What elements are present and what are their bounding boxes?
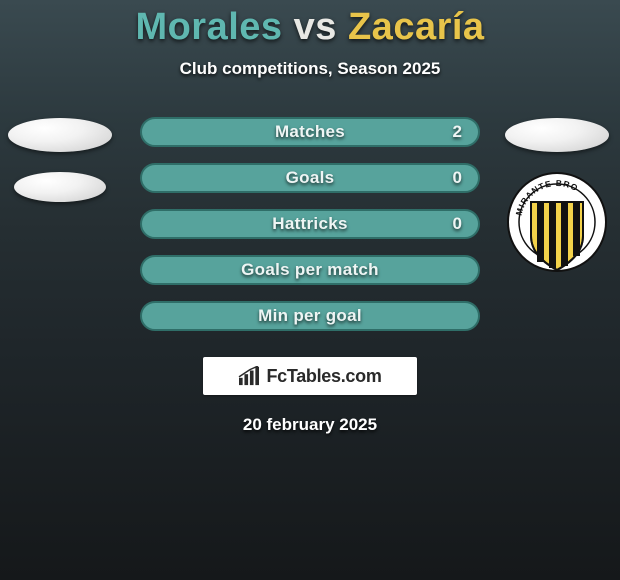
stat-label: Goals bbox=[286, 168, 335, 188]
stat-row-goals-per-match: Goals per match bbox=[140, 255, 480, 285]
subtitle: Club competitions, Season 2025 bbox=[180, 59, 441, 79]
comparison-card: MIRANTE BRO Morales vs Zacaría Club comp… bbox=[0, 0, 620, 580]
player2-name: Zacaría bbox=[348, 6, 485, 48]
date-text: 20 february 2025 bbox=[243, 415, 377, 435]
stat-label: Min per goal bbox=[258, 306, 362, 326]
stat-row-matches: Matches 2 bbox=[140, 117, 480, 147]
stat-label: Hattricks bbox=[272, 214, 347, 234]
vs-text: vs bbox=[294, 6, 337, 48]
fctables-logo: FcTables.com bbox=[203, 357, 417, 395]
stat-value-right: 0 bbox=[453, 214, 462, 234]
player1-name: Morales bbox=[135, 6, 282, 48]
stat-value-right: 0 bbox=[453, 168, 462, 188]
stat-row-goals: Goals 0 bbox=[140, 163, 480, 193]
club-shield: MIRANTE BRO bbox=[507, 172, 607, 280]
page-title: Morales vs Zacaría bbox=[135, 6, 484, 49]
player2-badge-area: MIRANTE BRO bbox=[502, 118, 612, 280]
placeholder-ellipse bbox=[8, 118, 112, 152]
placeholder-ellipse bbox=[505, 118, 609, 152]
stat-label: Goals per match bbox=[241, 260, 379, 280]
placeholder-ellipse bbox=[14, 172, 106, 202]
stat-label: Matches bbox=[275, 122, 345, 142]
stat-row-min-per-goal: Min per goal bbox=[140, 301, 480, 331]
stat-value-right: 2 bbox=[453, 122, 462, 142]
stat-row-hattricks: Hattricks 0 bbox=[140, 209, 480, 239]
bar-chart-icon bbox=[238, 366, 260, 386]
logo-text: FcTables.com bbox=[266, 366, 381, 387]
player1-badge-area bbox=[8, 118, 112, 226]
